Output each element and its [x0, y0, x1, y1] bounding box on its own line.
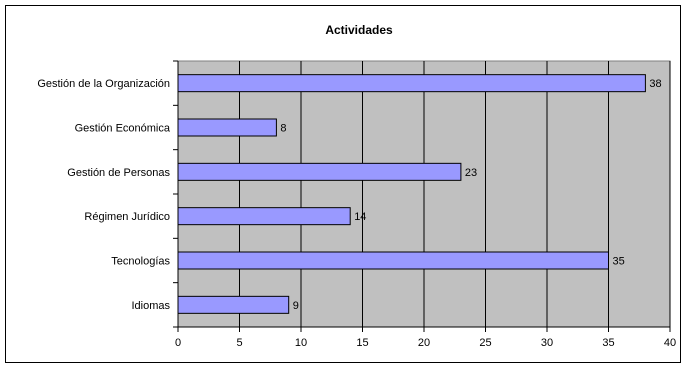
data-label: 9 [293, 300, 299, 312]
bar-chart: Actividades 0 5 10 15 20 25 30 35 40 Gestión de l… [37, 23, 676, 349]
bar [177, 207, 351, 226]
x-tick-label: 10 [295, 337, 307, 349]
x-tick-label: 5 [236, 337, 242, 349]
x-tick-label: 20 [418, 337, 430, 349]
gridlines [239, 61, 671, 327]
category-label: Gestión de la Organización [37, 78, 170, 90]
category-label: Idiomas [131, 300, 170, 312]
bar [177, 251, 609, 270]
chart-title: Actividades [325, 23, 393, 37]
bar [177, 162, 462, 181]
category-label: Régimen Jurídico [84, 211, 170, 223]
x-tick-label: 0 [175, 337, 181, 349]
axes [173, 60, 671, 332]
data-label: 8 [280, 123, 286, 135]
data-label: 14 [354, 211, 366, 223]
bar [177, 118, 277, 137]
bars [177, 74, 646, 314]
x-tick-label: 15 [356, 337, 368, 349]
category-label: Tecnologías [111, 256, 170, 268]
category-label: Gestión de Personas [67, 167, 170, 179]
data-label: 23 [465, 167, 477, 179]
data-label: 38 [649, 78, 661, 90]
x-tick-label: 30 [541, 337, 553, 349]
category-label: Gestión Económica [75, 123, 171, 135]
data-label: 35 [613, 256, 625, 268]
x-tick-label: 25 [479, 337, 491, 349]
labels: 0 5 10 15 20 25 30 35 40 Gestión de la Organizaci… [37, 78, 676, 349]
bar [177, 74, 646, 93]
x-tick-label: 40 [664, 337, 676, 349]
chart-frame: Actividades 0 5 10 15 20 25 30 35 40 Gestión de l… [5, 5, 681, 363]
x-tick-label: 35 [602, 337, 614, 349]
bar [177, 295, 290, 314]
